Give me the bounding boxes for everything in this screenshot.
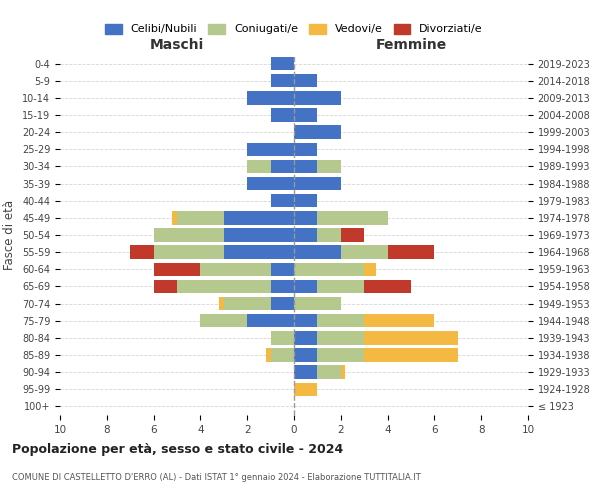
Bar	[294, 366, 317, 379]
Bar	[271, 331, 294, 344]
Bar	[364, 314, 434, 328]
Bar	[224, 246, 294, 259]
Bar	[247, 142, 294, 156]
Bar	[317, 228, 341, 241]
Bar	[294, 108, 317, 122]
Bar	[294, 297, 341, 310]
Text: Popolazione per età, sesso e stato civile - 2024: Popolazione per età, sesso e stato civil…	[12, 442, 343, 456]
Bar	[271, 348, 294, 362]
Bar	[154, 246, 224, 259]
Bar	[294, 177, 341, 190]
Bar	[294, 142, 317, 156]
Bar	[247, 177, 294, 190]
Bar	[317, 366, 341, 379]
Bar	[177, 211, 224, 224]
Bar	[271, 57, 294, 70]
Bar	[271, 262, 294, 276]
Bar	[200, 262, 271, 276]
Bar	[294, 280, 317, 293]
Bar	[294, 246, 341, 259]
Bar	[294, 91, 341, 104]
Bar	[271, 297, 294, 310]
Bar	[341, 228, 364, 241]
Bar	[172, 211, 177, 224]
Bar	[317, 211, 388, 224]
Bar	[294, 160, 317, 173]
Bar	[247, 160, 271, 173]
Bar	[364, 348, 458, 362]
Text: Femmine: Femmine	[376, 38, 446, 52]
Bar	[364, 331, 458, 344]
Bar	[224, 228, 294, 241]
Bar	[271, 74, 294, 88]
Bar	[317, 348, 364, 362]
Bar	[364, 262, 376, 276]
Bar	[294, 228, 317, 241]
Bar	[177, 280, 271, 293]
Bar	[388, 246, 434, 259]
Bar	[294, 314, 317, 328]
Bar	[294, 211, 317, 224]
Text: COMUNE DI CASTELLETTO D'ERRO (AL) - Dati ISTAT 1° gennaio 2024 - Elaborazione TU: COMUNE DI CASTELLETTO D'ERRO (AL) - Dati…	[12, 472, 421, 482]
Bar	[317, 160, 341, 173]
Bar	[294, 126, 341, 139]
Bar	[247, 91, 294, 104]
Bar	[247, 314, 294, 328]
Bar	[294, 194, 317, 207]
Bar	[271, 280, 294, 293]
Bar	[294, 382, 317, 396]
Bar	[266, 348, 271, 362]
Legend: Celibi/Nubili, Coniugati/e, Vedovi/e, Divorziati/e: Celibi/Nubili, Coniugati/e, Vedovi/e, Di…	[101, 19, 487, 39]
Bar	[219, 297, 224, 310]
Bar	[294, 74, 317, 88]
Y-axis label: Fasce di età: Fasce di età	[4, 200, 16, 270]
Bar	[341, 366, 346, 379]
Bar	[154, 228, 224, 241]
Bar	[154, 280, 177, 293]
Bar	[364, 280, 411, 293]
Bar	[271, 108, 294, 122]
Text: Maschi: Maschi	[150, 38, 204, 52]
Bar	[130, 246, 154, 259]
Bar	[341, 246, 388, 259]
Bar	[271, 194, 294, 207]
Bar	[154, 262, 200, 276]
Bar	[317, 331, 364, 344]
Bar	[317, 314, 364, 328]
Bar	[224, 297, 271, 310]
Bar	[271, 160, 294, 173]
Bar	[224, 211, 294, 224]
Bar	[294, 348, 317, 362]
Bar	[294, 262, 364, 276]
Y-axis label: Anni di nascita: Anni di nascita	[596, 192, 600, 278]
Bar	[294, 331, 317, 344]
Bar	[200, 314, 247, 328]
Bar	[317, 280, 364, 293]
